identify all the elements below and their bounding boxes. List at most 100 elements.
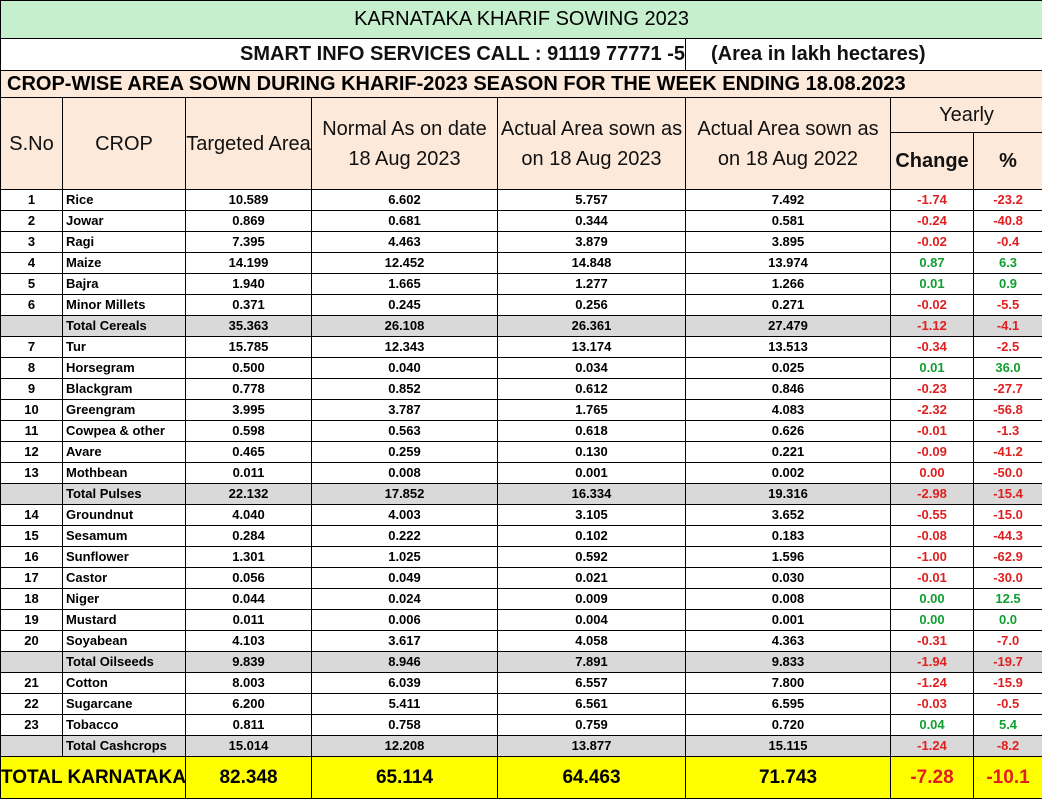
cell: 1.025	[311, 546, 498, 568]
cell: -0.09	[890, 441, 974, 463]
cell: 15.014	[185, 735, 312, 757]
cell: Mothbean	[62, 462, 186, 484]
col-header: Targeted Area	[185, 97, 312, 190]
cell: -0.01	[890, 420, 974, 442]
data-row: 12 Avare 0.465 0.259 0.130 0.221 -0.09 -41.2	[0, 441, 1042, 463]
cell: Total Cashcrops	[62, 735, 186, 757]
cell: 15.115	[685, 735, 891, 757]
cell: 0.008	[685, 588, 891, 610]
title-row: KARNATAKA KHARIF SOWING 2023	[0, 0, 1042, 39]
cell: 3.895	[685, 231, 891, 253]
data-row: 14 Groundnut 4.040 4.003 3.105 3.652 -0.55 -15.…	[0, 504, 1042, 526]
cell: 0.021	[497, 567, 686, 589]
cell: 15.785	[185, 336, 312, 358]
cell: -1.94	[890, 651, 974, 673]
cell: 12.5	[972, 588, 1042, 610]
col-header: %	[972, 132, 1042, 190]
cell: 3.879	[497, 231, 686, 253]
cell: 1.301	[185, 546, 312, 568]
cell: Castor	[62, 567, 186, 589]
cell: 12.208	[311, 735, 498, 757]
cell: 21	[0, 672, 63, 694]
cell: -23.2	[972, 189, 1042, 211]
cell: -7.0	[972, 630, 1042, 652]
col-header: CROP	[62, 97, 186, 190]
cell: 0.284	[185, 525, 312, 547]
data-row: 6 Minor Millets 0.371 0.245 0.256 0.271 -0.02-…	[0, 294, 1042, 316]
cell: -1.74	[890, 189, 974, 211]
unit-note: (Area in lakh hectares)	[684, 38, 1042, 71]
cell: -0.02	[890, 294, 974, 316]
cell: 0.049	[311, 567, 498, 589]
cell: 0.681	[311, 210, 498, 232]
cell: 5.411	[311, 693, 498, 715]
cell: -1.12	[890, 315, 974, 337]
cell: 3.787	[311, 399, 498, 421]
data-row: 2 Jowar 0.869 0.681 0.344 0.581 -0.24 -40.8	[0, 210, 1042, 232]
cell: 6.557	[497, 672, 686, 694]
contact: SMART INFO SERVICES CALL : 91119 77771 -…	[0, 38, 686, 71]
cell: 3.652	[685, 504, 891, 526]
cell: 0.056	[185, 567, 312, 589]
cell: -4.1	[972, 315, 1042, 337]
cell: 0.183	[685, 525, 891, 547]
cell: 6.039	[311, 672, 498, 694]
cell: 3	[0, 231, 63, 253]
cell: Cotton	[62, 672, 186, 694]
cell	[0, 315, 63, 337]
cell: 0.720	[685, 714, 891, 736]
cell: 0.034	[497, 357, 686, 379]
cell: Total Cereals	[62, 315, 186, 337]
contact-row: SMART INFO SERVICES CALL : 91119 77771 -…	[0, 38, 1042, 71]
cell	[0, 483, 63, 505]
cell: 4.463	[311, 231, 498, 253]
data-row: 21 Cotton 8.003 6.039 6.557 7.800 -1.24 -15.9	[0, 672, 1042, 694]
col-header: S.No	[0, 97, 63, 190]
data-row: Total Cereals 35.363 26.108 26.361 27.479 -1.…	[0, 315, 1042, 337]
cell: 0.00	[890, 588, 974, 610]
cell: 0.869	[185, 210, 312, 232]
cell: 1.765	[497, 399, 686, 421]
col-header: Actual Area sown as on 18 Aug 2023	[497, 97, 686, 190]
data-row: 3 Ragi 7.395 4.463 3.879 3.895 -0.02 -0.4	[0, 231, 1042, 253]
cell: 8	[0, 357, 63, 379]
cell: 0.01	[890, 273, 974, 295]
cell: 0.9	[972, 273, 1042, 295]
cell: 0.259	[311, 441, 498, 463]
cell: 0.344	[497, 210, 686, 232]
cell: 4.083	[685, 399, 891, 421]
cell: 7.800	[685, 672, 891, 694]
cell: 64.463	[497, 756, 686, 799]
cell: 12.343	[311, 336, 498, 358]
cell: 13	[0, 462, 63, 484]
cell: 13.174	[497, 336, 686, 358]
cell: 19	[0, 609, 63, 631]
cell: 22	[0, 693, 63, 715]
cell: -1.24	[890, 735, 974, 757]
cell: 3.995	[185, 399, 312, 421]
cell: -27.7	[972, 378, 1042, 400]
cell: Ragi	[62, 231, 186, 253]
cell: 1.665	[311, 273, 498, 295]
cell: 7.492	[685, 189, 891, 211]
cell: 10.589	[185, 189, 312, 211]
cell: -19.7	[972, 651, 1042, 673]
cell: 1	[0, 189, 63, 211]
cell: Rice	[62, 189, 186, 211]
data-row: 17 Castor 0.056 0.049 0.021 0.030 -0.01 -30.0	[0, 567, 1042, 589]
cell: -0.01	[890, 567, 974, 589]
cell: 1.596	[685, 546, 891, 568]
cell: 12	[0, 441, 63, 463]
cell: -2.32	[890, 399, 974, 421]
cell: 0.371	[185, 294, 312, 316]
cell: 0.001	[685, 609, 891, 631]
cell: -15.4	[972, 483, 1042, 505]
total-label: TOTAL KARNATAKA	[0, 756, 186, 799]
cell: 4.058	[497, 630, 686, 652]
cell: 13.877	[497, 735, 686, 757]
cell: 0.130	[497, 441, 686, 463]
cell: 26.361	[497, 315, 686, 337]
cell: 0.612	[497, 378, 686, 400]
cell: 0.245	[311, 294, 498, 316]
